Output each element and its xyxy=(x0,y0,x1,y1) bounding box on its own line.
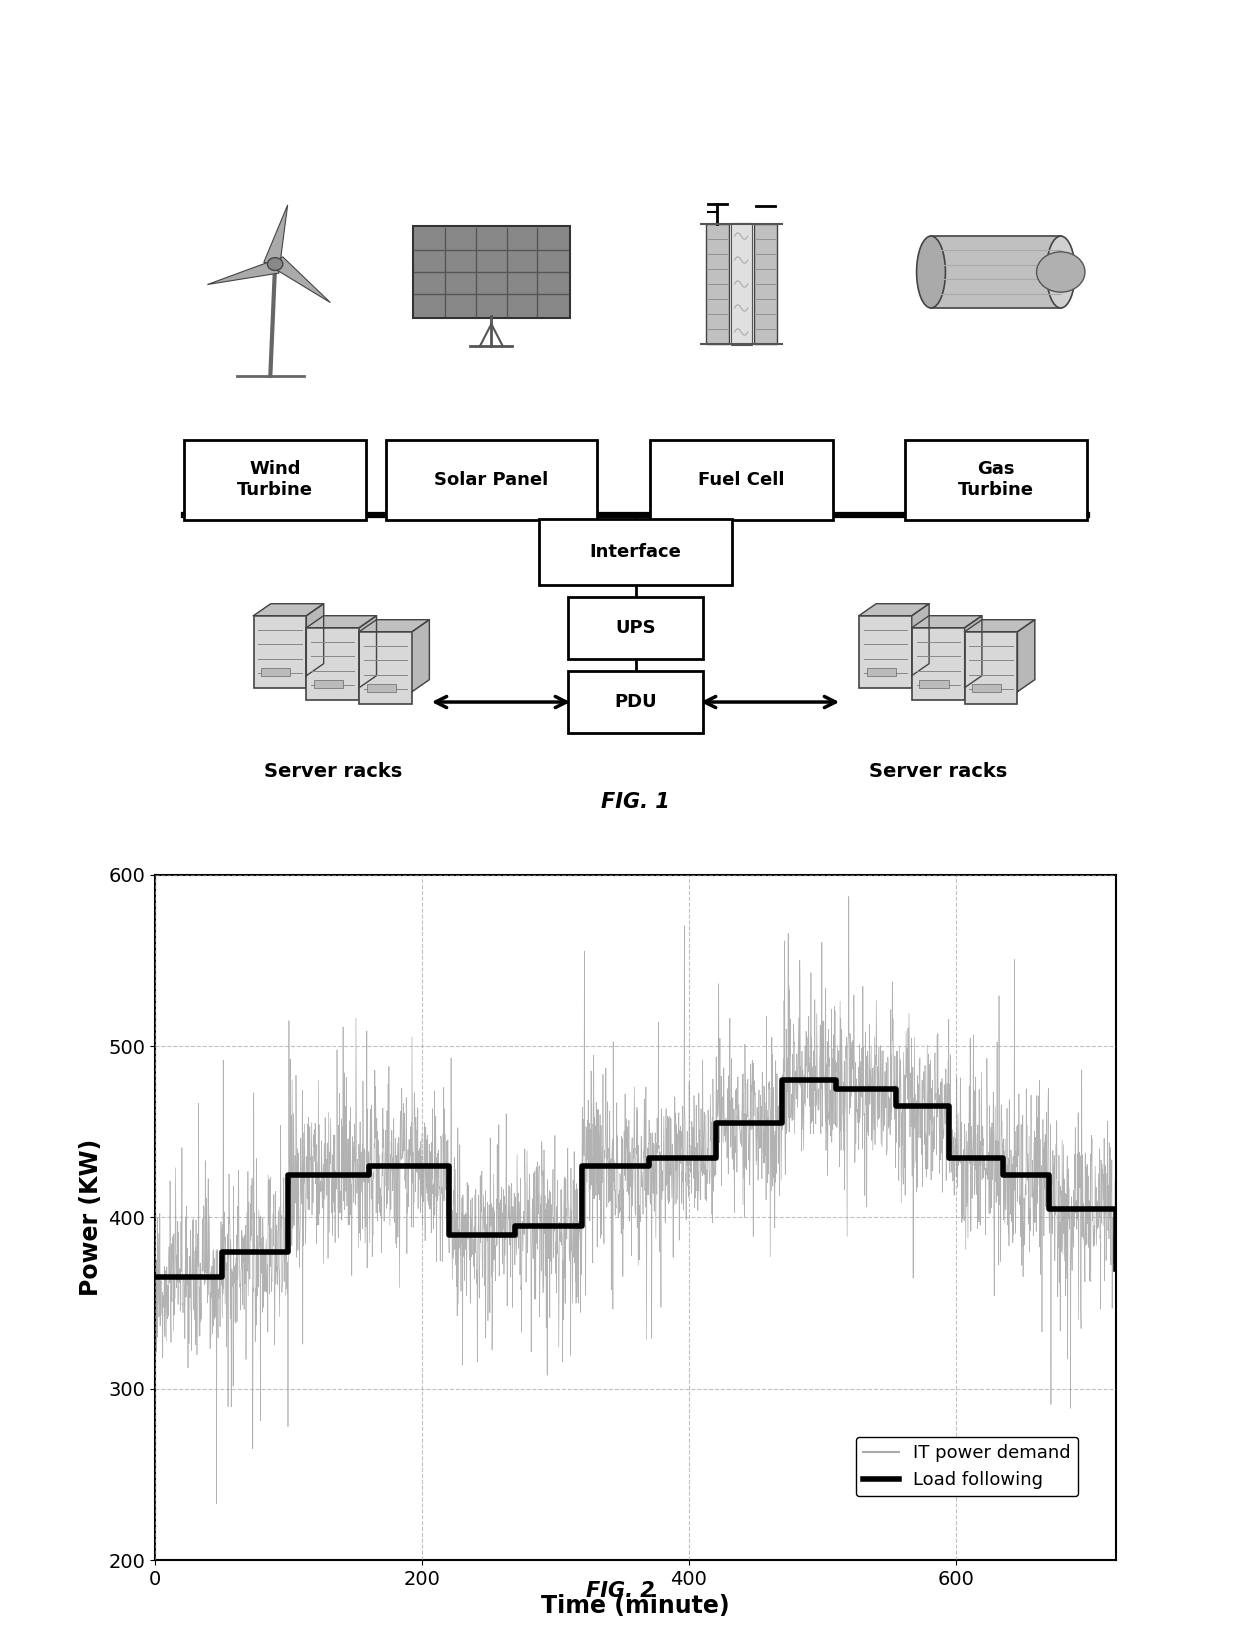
Text: Server racks: Server racks xyxy=(869,762,1007,782)
Polygon shape xyxy=(911,616,982,627)
Bar xyxy=(911,627,965,700)
Text: Gas
Turbine: Gas Turbine xyxy=(957,460,1034,499)
FancyBboxPatch shape xyxy=(184,440,367,520)
Polygon shape xyxy=(264,205,288,265)
Circle shape xyxy=(1037,252,1085,292)
Polygon shape xyxy=(360,616,377,687)
Bar xyxy=(754,224,776,344)
Bar xyxy=(314,681,343,687)
Polygon shape xyxy=(306,604,324,676)
FancyBboxPatch shape xyxy=(568,596,703,658)
FancyBboxPatch shape xyxy=(730,223,751,344)
Bar xyxy=(859,616,911,687)
Ellipse shape xyxy=(1047,236,1075,309)
FancyBboxPatch shape xyxy=(413,226,570,317)
Polygon shape xyxy=(253,604,324,616)
Polygon shape xyxy=(360,619,429,632)
Circle shape xyxy=(268,258,283,270)
Text: Solar Panel: Solar Panel xyxy=(434,471,548,489)
Text: Fuel Cell: Fuel Cell xyxy=(698,471,785,489)
Polygon shape xyxy=(965,616,982,687)
Polygon shape xyxy=(306,616,377,627)
Bar xyxy=(360,632,412,704)
Text: UPS: UPS xyxy=(615,619,656,637)
Polygon shape xyxy=(207,260,279,284)
Bar xyxy=(706,224,729,344)
FancyBboxPatch shape xyxy=(905,440,1087,520)
Text: Interface: Interface xyxy=(589,543,682,561)
Text: Wind
Turbine: Wind Turbine xyxy=(237,460,314,499)
FancyBboxPatch shape xyxy=(568,671,703,733)
Bar xyxy=(920,681,949,687)
Y-axis label: Power (KW): Power (KW) xyxy=(78,1139,103,1297)
Bar xyxy=(262,668,290,676)
X-axis label: Time (minute): Time (minute) xyxy=(541,1594,730,1618)
Polygon shape xyxy=(965,619,1035,632)
Polygon shape xyxy=(1018,619,1035,692)
Bar xyxy=(306,627,360,700)
Polygon shape xyxy=(911,604,929,676)
Polygon shape xyxy=(859,604,929,616)
Legend: IT power demand, Load following: IT power demand, Load following xyxy=(856,1436,1078,1497)
Text: FIG. 2: FIG. 2 xyxy=(585,1581,655,1601)
Bar xyxy=(965,632,1018,704)
Text: Server racks: Server racks xyxy=(264,762,402,782)
Polygon shape xyxy=(272,257,330,302)
Bar xyxy=(253,616,306,687)
FancyBboxPatch shape xyxy=(650,440,832,520)
Bar xyxy=(972,684,1002,692)
Text: FIG. 1: FIG. 1 xyxy=(601,791,670,811)
Ellipse shape xyxy=(916,236,945,309)
Bar xyxy=(931,236,1060,309)
FancyBboxPatch shape xyxy=(386,440,598,520)
Bar xyxy=(867,668,895,676)
Bar xyxy=(367,684,396,692)
Polygon shape xyxy=(412,619,429,692)
FancyBboxPatch shape xyxy=(539,518,732,585)
Text: PDU: PDU xyxy=(614,692,657,712)
